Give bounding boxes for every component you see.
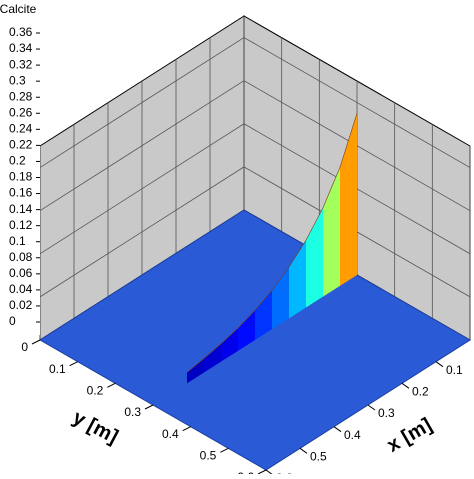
z-tick-label: 0.16 [9,186,33,200]
x-tick [299,447,308,454]
x-tick [401,382,410,389]
x-axis-title: x [m] [383,414,435,457]
z-tick-label: 0.02 [9,298,33,312]
z-tick-label: 0.08 [9,250,33,264]
surface-patch [238,310,255,351]
z-tick-label: 0.2 [9,154,26,168]
surface-patch [255,290,272,340]
z-tick-label: 0.14 [9,202,33,216]
surface-patch [204,343,221,373]
z-tick-label: 0.12 [9,218,33,232]
y-tick-label: 0.5 [200,449,217,463]
x-tick [265,469,274,476]
surface-patch [187,358,204,384]
x-tick-label: 0.1 [446,363,463,377]
y-tick-label: 0.2 [87,384,104,398]
y-tick [69,361,78,367]
z-tick-label: 0.36 [9,25,33,39]
surface-patch [306,207,323,308]
x-tick-label: 0.5 [310,450,327,464]
y-tick [31,339,41,345]
y-tick [144,404,154,410]
z-tick-label: 0.28 [9,89,33,103]
z-tick-label: 0.18 [9,170,33,184]
z-label-box [0,0,40,335]
y-tick [182,426,191,432]
x-tick [367,404,376,411]
z-tick-label: 0.34 [9,41,33,55]
z-tick-label: 0.24 [9,122,33,136]
z-tick-label: 0.22 [9,138,33,152]
y-tick [220,447,229,453]
surface-patch [289,240,306,319]
z-tick-label: 0.26 [9,105,33,119]
surface-patch [323,167,340,297]
y-tick-label: 0.4 [162,427,179,441]
x-tick [435,361,444,368]
x-tick-label: 0.4 [344,428,361,442]
y-tick [107,382,116,388]
x-tick-label: 0.2 [412,385,429,399]
z-tick-label: 0.04 [9,282,33,296]
x-tick [333,426,342,433]
y-tick-label: 0 [21,340,28,354]
y-tick [257,469,267,475]
z-tick-label: 0.1 [9,234,26,248]
x-tick-label: 0.3 [378,406,395,420]
surface-patch [272,267,289,330]
z-axis-label: Calcite [0,2,37,16]
y-tick-label: 0.1 [49,362,66,376]
z-tick-label: 0.32 [9,57,33,71]
z-tick-label: 0 [9,314,16,328]
y-axis-title: y [m] [69,406,122,448]
surface-edge [186,113,358,373]
surface-patch [221,328,238,362]
z-tick-label: 0.06 [9,266,33,280]
surface-patch [340,113,357,286]
z-tick-label: 0.3 [9,73,26,87]
y-tick-label: 0.3 [124,405,141,419]
y-tick-label: 0.6 [237,470,254,474]
